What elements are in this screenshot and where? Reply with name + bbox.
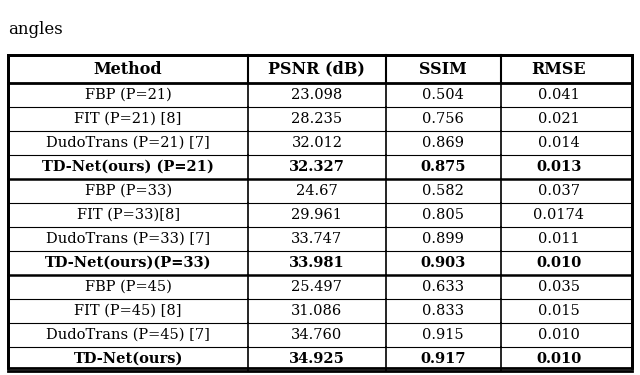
Text: TD-Net(ours)(P=33): TD-Net(ours)(P=33) <box>45 256 211 270</box>
Text: 0.015: 0.015 <box>538 304 580 318</box>
Text: angles: angles <box>8 21 63 38</box>
Text: 0.756: 0.756 <box>422 112 464 126</box>
Text: 29.961: 29.961 <box>291 208 342 222</box>
Text: 0.582: 0.582 <box>422 184 464 198</box>
Text: TD-Net(ours) (P=21): TD-Net(ours) (P=21) <box>42 160 214 174</box>
Text: DudoTrans (P=45) [7]: DudoTrans (P=45) [7] <box>46 328 210 342</box>
Text: 34.760: 34.760 <box>291 328 342 342</box>
Text: 28.235: 28.235 <box>291 112 342 126</box>
Text: 23.098: 23.098 <box>291 88 342 102</box>
Bar <box>8 55 632 368</box>
Text: 0.869: 0.869 <box>422 136 464 150</box>
Text: Method: Method <box>94 60 163 78</box>
Text: 0.035: 0.035 <box>538 280 580 294</box>
Text: 31.086: 31.086 <box>291 304 342 318</box>
Text: 0.0174: 0.0174 <box>533 208 584 222</box>
Text: FIT (P=33)[8]: FIT (P=33)[8] <box>77 208 180 222</box>
Text: 24.67: 24.67 <box>296 184 338 198</box>
Text: RMSE: RMSE <box>531 60 586 78</box>
Text: 0.917: 0.917 <box>420 352 466 366</box>
Text: FIT (P=45) [8]: FIT (P=45) [8] <box>74 304 182 318</box>
Text: 33.747: 33.747 <box>291 232 342 246</box>
Text: FBP (P=21): FBP (P=21) <box>84 88 172 102</box>
Text: 0.833: 0.833 <box>422 304 464 318</box>
Text: DudoTrans (P=33) [7]: DudoTrans (P=33) [7] <box>46 232 210 246</box>
Text: 0.011: 0.011 <box>538 232 579 246</box>
Text: 0.014: 0.014 <box>538 136 580 150</box>
Text: 33.981: 33.981 <box>289 256 345 270</box>
Text: 0.915: 0.915 <box>422 328 464 342</box>
Text: 0.037: 0.037 <box>538 184 580 198</box>
Text: FBP (P=45): FBP (P=45) <box>84 280 172 294</box>
Text: 0.805: 0.805 <box>422 208 464 222</box>
Text: 0.010: 0.010 <box>536 256 581 270</box>
Text: FIT (P=21) [8]: FIT (P=21) [8] <box>74 112 182 126</box>
Text: 0.875: 0.875 <box>420 160 466 174</box>
Text: DudoTrans (P=21) [7]: DudoTrans (P=21) [7] <box>46 136 210 150</box>
Text: TD-Net(ours): TD-Net(ours) <box>74 352 183 366</box>
Text: 0.013: 0.013 <box>536 160 581 174</box>
Text: 0.903: 0.903 <box>420 256 466 270</box>
Text: 32.012: 32.012 <box>291 136 342 150</box>
Text: SSIM: SSIM <box>419 60 467 78</box>
Text: FBP (P=33): FBP (P=33) <box>84 184 172 198</box>
Text: 0.041: 0.041 <box>538 88 580 102</box>
Text: 25.497: 25.497 <box>291 280 342 294</box>
Text: PSNR (dB): PSNR (dB) <box>268 60 365 78</box>
Text: 0.010: 0.010 <box>538 328 580 342</box>
Text: 0.504: 0.504 <box>422 88 464 102</box>
Text: 32.327: 32.327 <box>289 160 345 174</box>
Text: 0.899: 0.899 <box>422 232 464 246</box>
Text: 0.021: 0.021 <box>538 112 580 126</box>
Text: 34.925: 34.925 <box>289 352 345 366</box>
Text: 0.010: 0.010 <box>536 352 581 366</box>
Text: 0.633: 0.633 <box>422 280 464 294</box>
